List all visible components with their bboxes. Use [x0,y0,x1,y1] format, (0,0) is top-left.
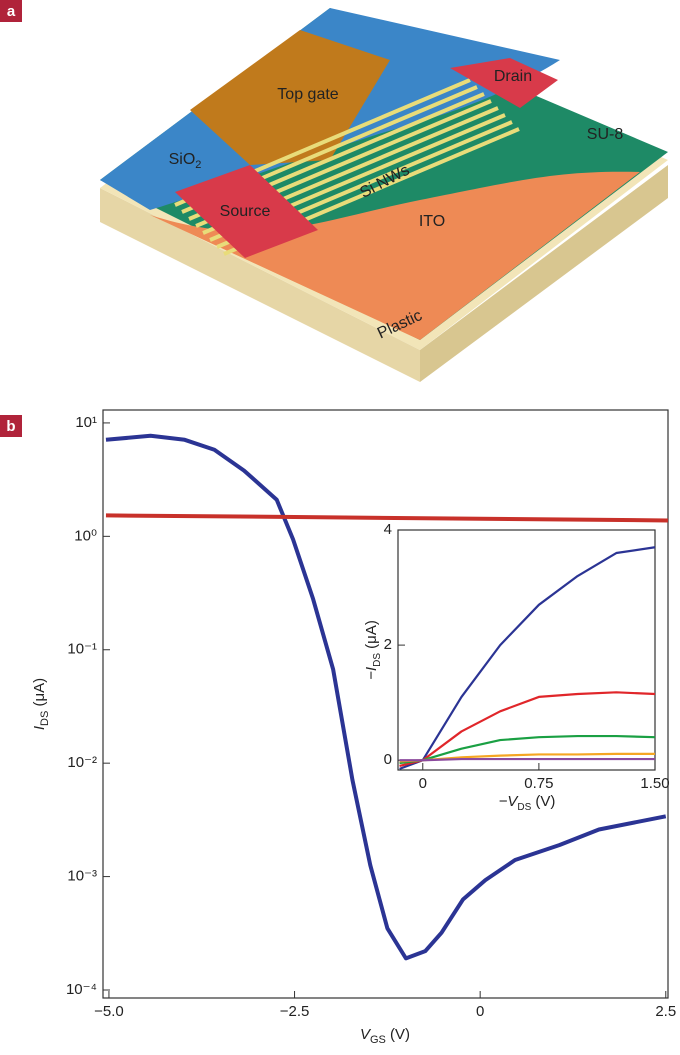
label-drain: Drain [494,68,532,85]
label-su8: SU-8 [587,126,624,143]
x-tick-label: −2.5 [280,1003,310,1020]
ito-layer [150,171,640,340]
series-line [399,546,656,770]
y-tick-label: 4 [384,521,392,538]
panel-badge [0,415,22,437]
source-pad [175,165,318,258]
panel-label: a [7,3,16,20]
label-sub: 2 [195,159,201,171]
axis-label-rest: (V) [386,1026,410,1043]
y-tick-label: 10⁻² [67,754,97,771]
y-tick-label: 10⁻³ [67,868,97,885]
y-tick-label: 10¹ [75,414,97,431]
axis-label-rest: (μA) [31,678,48,711]
x-tick-label: 0 [419,775,427,792]
panel-badge [0,0,22,22]
axis-label-sub: GS [370,1034,386,1046]
axis-label-main: I [31,726,48,730]
label-sio2: SiO2 [169,151,202,171]
drain-pad [450,58,558,108]
axis-label: VGS (V) [360,1026,410,1046]
axis-label: −IDS (μA) [363,620,383,680]
axis-label-main: −I [363,667,380,680]
plastic-side [420,165,668,382]
axis-label-main: −V [499,793,520,810]
y-tick-label: 10⁰ [74,527,97,544]
x-tick-label: 2.5 [655,1003,676,1020]
x-tick-label: 1.50 [640,775,669,792]
y-tick-label: 2 [384,636,392,653]
series-line [105,513,669,523]
plot-frame [397,529,656,771]
series-line [399,691,656,768]
x-tick-label: 0.75 [524,775,553,792]
plastic-side [100,188,420,382]
axis-label-sub: DS [517,802,531,813]
series-line [399,734,656,765]
y-tick-label: 10⁻¹ [67,641,97,658]
axis-label: −VDS (V) [499,793,556,813]
label-top-gate: Top gate [277,86,338,103]
y-tick-label: 10⁻⁴ [66,981,97,998]
panel-label: b [6,418,15,435]
series-line [399,757,655,762]
label-ito: ITO [419,213,445,230]
label-text: SiO [169,151,196,168]
device-diagram: Top gate Drain SiO2 SU-8 Si NWs Source I… [100,8,668,382]
label-source: Source [220,203,271,220]
y-tick-label: 0 [384,751,392,768]
axis-label-rest: (μA) [363,620,380,653]
axis-label-rest: (V) [531,793,555,810]
axis-label-sub: DS [39,711,51,726]
axis-label-sub: DS [372,653,383,667]
x-tick-label: −5.0 [94,1003,124,1020]
series-line [105,433,667,961]
top-gate [190,30,390,165]
axis-label: IDS (μA) [31,678,51,730]
axis-label-main: V [360,1026,372,1043]
x-tick-label: 0 [476,1003,484,1020]
